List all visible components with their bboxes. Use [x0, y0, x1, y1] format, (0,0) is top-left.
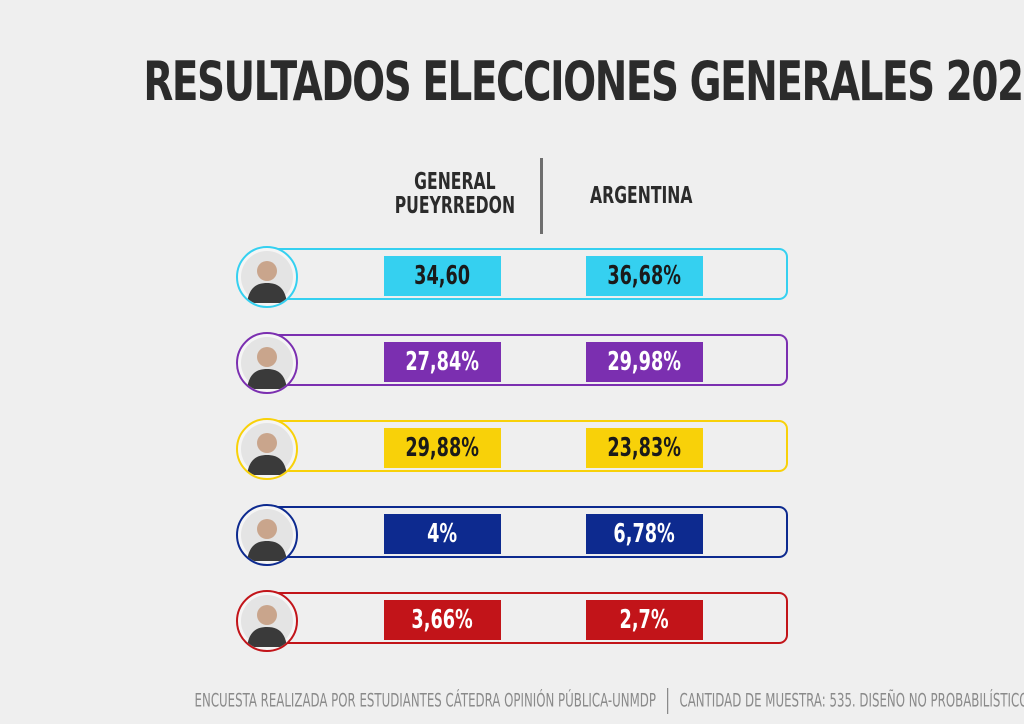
candidate-photo-icon	[236, 246, 298, 308]
result-row: 3,66% 2,7%	[233, 590, 791, 652]
result-row: 34,60 36,68%	[233, 246, 791, 308]
candidate-photo-icon	[236, 590, 298, 652]
candidate-photo-icon	[236, 418, 298, 480]
value-argentina: 29,98%	[586, 342, 703, 382]
value-argentina: 36,68%	[586, 256, 703, 296]
footer-divider	[667, 688, 669, 714]
candidate-photo-icon	[236, 332, 298, 394]
column-header-argentina: ARGENTINA	[590, 183, 693, 209]
column-header-divider	[540, 158, 543, 234]
value-label: 29,98%	[607, 347, 682, 377]
footer-sample-note: CANTIDAD DE MUESTRA: 535. DISEÑO NO PROB…	[679, 689, 1024, 712]
value-label: 23,83%	[607, 433, 682, 463]
value-label: 27,84%	[405, 347, 480, 377]
result-row-frame	[270, 506, 788, 558]
value-argentina: 2,7%	[586, 600, 703, 640]
value-label: 3,66%	[411, 605, 474, 635]
value-general-pueyrredon: 27,84%	[384, 342, 501, 382]
result-row: 27,84% 29,98%	[233, 332, 791, 394]
result-row-frame	[270, 592, 788, 644]
result-row-frame	[270, 334, 788, 386]
page-title: RESULTADOS ELECCIONES GENERALES 2023	[143, 50, 1024, 113]
value-label: 2,7%	[619, 605, 670, 635]
result-row: 4% 6,78%	[233, 504, 791, 566]
candidate-photo-icon	[236, 504, 298, 566]
value-label: 29,88%	[405, 433, 480, 463]
value-general-pueyrredon: 4%	[384, 514, 501, 554]
value-label: 36,68%	[607, 261, 682, 291]
value-general-pueyrredon: 29,88%	[384, 428, 501, 468]
value-general-pueyrredon: 3,66%	[384, 600, 501, 640]
value-label: 34,60	[414, 261, 471, 291]
value-general-pueyrredon: 34,60	[384, 256, 501, 296]
footer-note: ENCUESTA REALIZADA POR ESTUDIANTES CÁTED…	[194, 688, 1024, 714]
value-label: 6,78%	[613, 519, 676, 549]
footer-survey-note: ENCUESTA REALIZADA POR ESTUDIANTES CÁTED…	[194, 689, 656, 712]
value-argentina: 6,78%	[586, 514, 703, 554]
result-row-frame	[270, 248, 788, 300]
value-argentina: 23,83%	[586, 428, 703, 468]
result-row-frame	[270, 420, 788, 472]
value-label: 4%	[427, 519, 458, 549]
result-row: 29,88% 23,83%	[233, 418, 791, 480]
column-header-general-pueyrredon: GENERAL PUEYRREDON	[394, 169, 516, 219]
